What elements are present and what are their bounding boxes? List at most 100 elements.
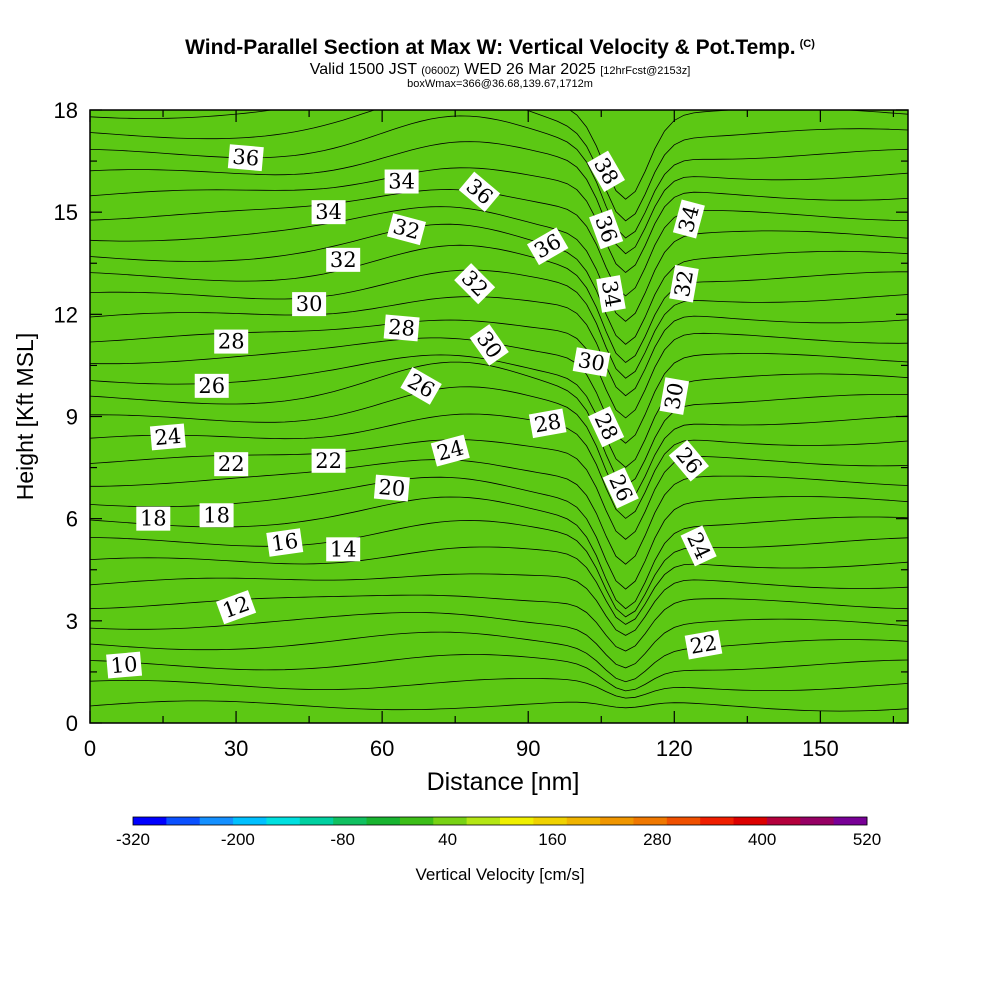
y-tick-label: 18 xyxy=(54,98,78,123)
colorbar-swatch xyxy=(199,817,234,825)
x-tick-label: 30 xyxy=(224,736,248,761)
colorbar-swatch xyxy=(833,817,868,825)
contour-label-box xyxy=(454,263,496,305)
contour-label-text: 34 xyxy=(388,170,415,194)
contour-label-text: 18 xyxy=(203,503,230,527)
contour-label-text: 30 xyxy=(576,348,606,376)
colorbar-tick-label: 160 xyxy=(538,830,566,849)
contour-label-box xyxy=(602,467,639,509)
contour-label-box xyxy=(400,366,442,405)
valid-time: Valid 1500 JST xyxy=(309,61,417,78)
contour-label-box xyxy=(311,200,346,225)
contour-label: 16 xyxy=(266,528,304,557)
contour-label: 10 xyxy=(106,651,143,679)
contour-label: 28 xyxy=(383,314,420,342)
contour-label-box xyxy=(326,537,361,562)
y-tick-label: 3 xyxy=(66,609,78,634)
theta-contour-line xyxy=(90,654,908,692)
theta-contour-line xyxy=(90,573,908,636)
theta-contour-line xyxy=(90,612,908,669)
box-info: boxWmax=366@36.68,139.67,1712m xyxy=(407,78,593,90)
colorbar-swatch xyxy=(166,817,201,825)
contour-label-box xyxy=(227,144,264,172)
theta-contour-line xyxy=(90,631,908,683)
y-axis-label: Height [Kft MSL] xyxy=(12,333,38,500)
contour-label: 34 xyxy=(311,200,346,225)
contour-label-text: 28 xyxy=(387,315,416,341)
contour-label: 22 xyxy=(311,448,346,473)
contour-label-text: 22 xyxy=(218,452,245,476)
colorbar-tick-label: 40 xyxy=(438,830,457,849)
theta-contour-line xyxy=(90,546,908,625)
contour-label-box xyxy=(430,434,470,467)
contour-label-box xyxy=(149,423,186,451)
valid-utc: (0600Z) xyxy=(421,65,460,77)
contour-label-text: 14 xyxy=(330,537,357,561)
contour-label-box xyxy=(684,629,723,660)
contour-label: 28 xyxy=(528,408,567,439)
y-tick-label: 6 xyxy=(66,507,78,532)
colorbar-swatch xyxy=(666,817,701,825)
colorbar-swatch xyxy=(766,817,801,825)
contour-label-box xyxy=(669,264,699,303)
contour-label: 28 xyxy=(588,406,625,448)
contour-label-text: 36 xyxy=(231,145,260,171)
contour-label-text: 22 xyxy=(688,631,718,659)
theta-contour-line xyxy=(90,269,908,379)
contour-label-box xyxy=(214,329,249,354)
contour-label-box xyxy=(266,528,304,557)
contour-label-box xyxy=(672,199,705,239)
copyright-mark: (C) xyxy=(799,38,815,50)
theta-contour-line xyxy=(90,167,908,274)
theta-contour-line xyxy=(90,206,908,322)
theta-contour-line xyxy=(90,296,908,397)
theta-contour-line xyxy=(90,244,908,364)
contour-label: 18 xyxy=(136,506,171,531)
contour-label-text: 22 xyxy=(315,449,342,473)
colorbar-tick-label: 400 xyxy=(748,830,776,849)
theta-contour-line xyxy=(90,413,908,519)
colorbar-tick-label: -80 xyxy=(330,830,355,849)
contour-label-box xyxy=(311,448,346,473)
y-tick-label: 9 xyxy=(66,405,78,430)
y-tick-label: 15 xyxy=(54,200,78,225)
contour-label-text: 32 xyxy=(330,248,357,272)
colorbar-swatch xyxy=(733,817,768,825)
contour-label-box xyxy=(292,292,327,317)
contour-label: 18 xyxy=(199,503,234,528)
x-tick-label: 60 xyxy=(370,736,394,761)
x-tick-label: 0 xyxy=(84,736,96,761)
theta-contour-line xyxy=(90,223,908,345)
contour-label: 22 xyxy=(214,452,249,477)
contour-label-text: 30 xyxy=(296,292,323,316)
contour-label-box xyxy=(326,247,361,272)
contour-label-box xyxy=(572,347,611,377)
contour-label-box xyxy=(136,506,171,531)
contour-label-text: 30 xyxy=(660,381,688,411)
contour-label-text: 34 xyxy=(597,279,625,309)
colorbar-swatch xyxy=(700,817,735,825)
colorbar-swatch xyxy=(533,817,568,825)
contour-label: 30 xyxy=(572,347,611,377)
contour-label: 26 xyxy=(194,373,229,398)
contour-label-text: 24 xyxy=(154,424,183,450)
contour-label-text: 10 xyxy=(110,652,139,678)
contour-label: 32 xyxy=(669,264,699,303)
colorbar-tick-label: -320 xyxy=(116,830,150,849)
contour-label-box xyxy=(194,373,229,398)
colorbar-swatch xyxy=(133,817,167,825)
contour-label-box xyxy=(383,314,420,342)
x-axis-label: Distance [nm] xyxy=(427,768,580,796)
colorbar-swatch xyxy=(600,817,634,825)
valid-date: WED 26 Mar 2025 xyxy=(464,61,596,78)
colorbar-frame xyxy=(132,816,868,826)
theta-contour-line xyxy=(90,386,908,503)
contour-label: 30 xyxy=(292,292,327,317)
contour-label-box xyxy=(214,452,249,477)
contour-label: 14 xyxy=(326,537,361,562)
contour-label-box xyxy=(596,275,626,313)
axis-ticks xyxy=(89,109,908,724)
colorbar-swatch xyxy=(466,817,501,825)
